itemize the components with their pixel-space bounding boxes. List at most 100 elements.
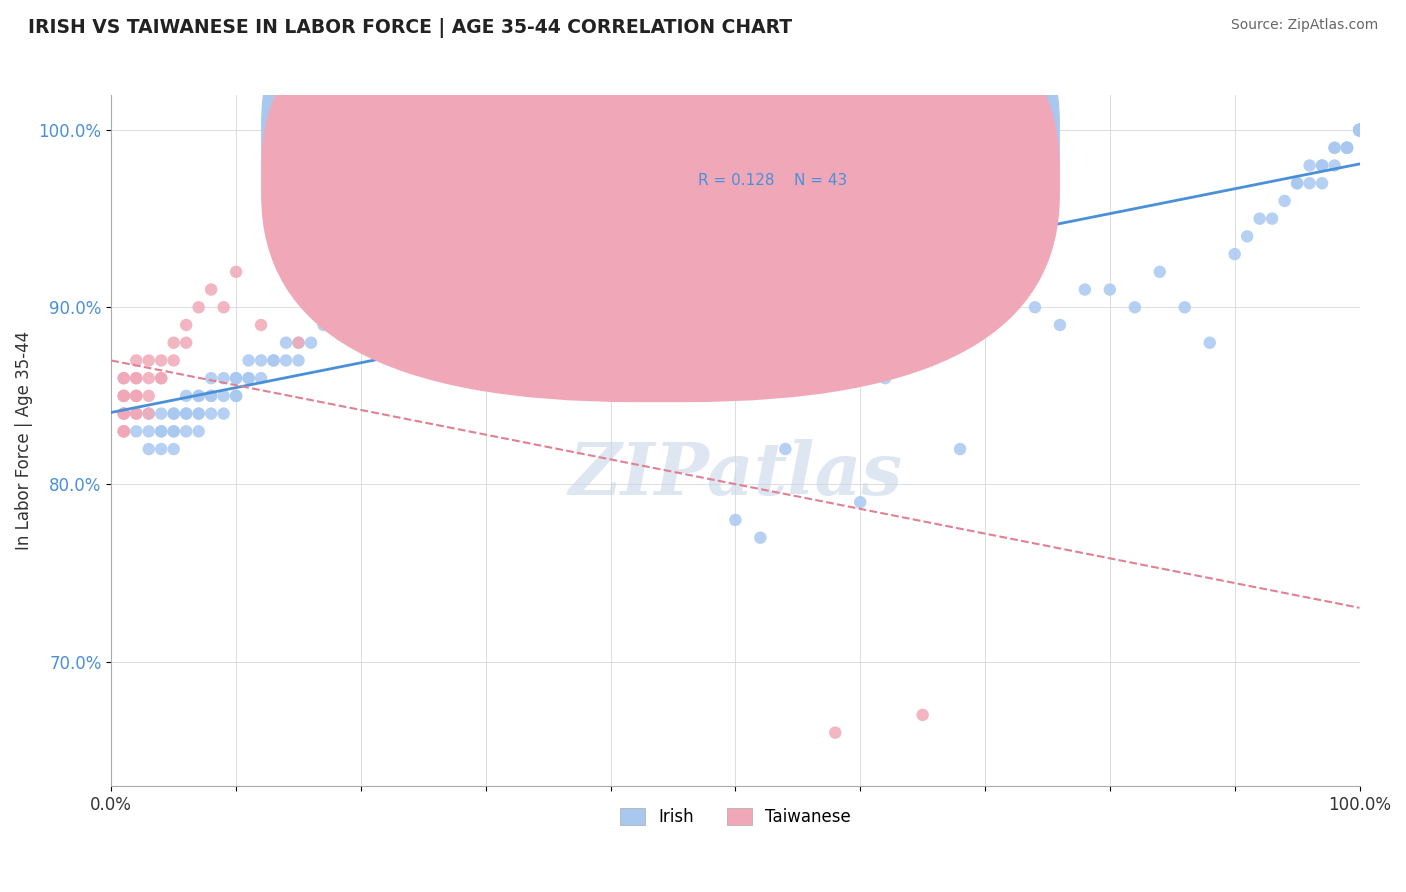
Point — [374, 283, 396, 297]
Y-axis label: In Labor Force | Age 35-44: In Labor Force | Age 35-44 — [15, 331, 32, 549]
Point — [287, 335, 309, 350]
Point — [200, 371, 222, 385]
Point — [1348, 123, 1371, 137]
Point — [499, 283, 522, 297]
Point — [174, 389, 197, 403]
Point — [875, 371, 897, 385]
Point — [824, 725, 846, 739]
Point — [1348, 123, 1371, 137]
Point — [1024, 300, 1046, 314]
Point — [562, 265, 585, 279]
Point — [1348, 123, 1371, 137]
Point — [1348, 123, 1371, 137]
Point — [575, 247, 598, 261]
Point — [1223, 247, 1246, 261]
Point — [399, 283, 422, 297]
Point — [662, 229, 685, 244]
Point — [1348, 123, 1371, 137]
Point — [150, 442, 173, 456]
Point — [112, 407, 135, 421]
Point — [1348, 123, 1371, 137]
Point — [524, 283, 547, 297]
Point — [150, 425, 173, 439]
Point — [125, 407, 148, 421]
Point — [425, 283, 447, 297]
Point — [212, 389, 235, 403]
Point — [1274, 194, 1296, 208]
FancyBboxPatch shape — [262, 0, 1060, 402]
Point — [1149, 265, 1171, 279]
Point — [387, 283, 409, 297]
Point — [125, 407, 148, 421]
Point — [150, 407, 173, 421]
Point — [586, 247, 609, 261]
Point — [125, 371, 148, 385]
Point — [250, 371, 273, 385]
Point — [612, 247, 634, 261]
Text: R = 0.628    N = 152: R = 0.628 N = 152 — [697, 128, 856, 144]
Point — [1074, 283, 1097, 297]
Point — [749, 531, 772, 545]
Point — [1348, 123, 1371, 137]
Point — [474, 335, 496, 350]
Point — [238, 371, 260, 385]
Point — [1348, 123, 1371, 137]
Point — [138, 371, 160, 385]
Point — [112, 425, 135, 439]
Point — [849, 495, 872, 509]
Point — [187, 407, 209, 421]
Point — [1336, 141, 1358, 155]
Point — [138, 442, 160, 456]
Point — [1348, 123, 1371, 137]
Point — [138, 389, 160, 403]
Point — [200, 389, 222, 403]
Point — [200, 407, 222, 421]
Point — [512, 247, 534, 261]
Point — [225, 265, 247, 279]
Point — [263, 353, 285, 368]
Point — [125, 389, 148, 403]
Point — [1348, 123, 1371, 137]
FancyBboxPatch shape — [262, 0, 1060, 358]
Point — [624, 247, 647, 261]
Point — [1348, 123, 1371, 137]
Point — [112, 389, 135, 403]
Point — [1198, 335, 1220, 350]
Point — [1348, 123, 1371, 137]
Point — [1286, 176, 1309, 190]
Point — [1348, 123, 1371, 137]
Point — [1348, 123, 1371, 137]
Point — [1298, 176, 1320, 190]
Point — [1348, 123, 1371, 137]
Point — [125, 371, 148, 385]
Point — [274, 335, 297, 350]
Point — [1348, 123, 1371, 137]
Point — [138, 353, 160, 368]
Point — [486, 265, 509, 279]
Point — [974, 318, 997, 332]
Point — [1348, 123, 1371, 137]
Point — [1174, 300, 1197, 314]
Point — [225, 389, 247, 403]
Point — [775, 442, 797, 456]
Point — [112, 371, 135, 385]
Point — [325, 283, 347, 297]
Point — [112, 425, 135, 439]
Point — [1348, 123, 1371, 137]
Point — [1261, 211, 1284, 226]
Point — [550, 247, 572, 261]
Point — [112, 407, 135, 421]
Point — [437, 283, 460, 297]
Point — [824, 335, 846, 350]
Point — [174, 407, 197, 421]
Point — [174, 407, 197, 421]
Point — [138, 425, 160, 439]
Point — [1348, 123, 1371, 137]
Point — [412, 300, 434, 314]
Point — [287, 335, 309, 350]
Point — [174, 335, 197, 350]
Point — [1348, 123, 1371, 137]
Point — [1348, 123, 1371, 137]
Point — [1348, 123, 1371, 137]
Point — [163, 335, 186, 350]
